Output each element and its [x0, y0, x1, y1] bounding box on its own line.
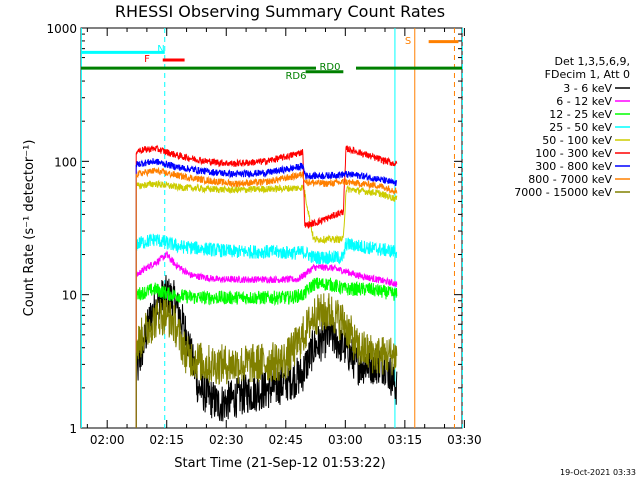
- x-tick-label: 03:30: [447, 433, 482, 447]
- y-tick-label: 10: [62, 289, 77, 303]
- x-tick-label: 02:15: [149, 433, 184, 447]
- series-line-2: [135, 277, 398, 428]
- x-tick-label: 03:00: [328, 433, 363, 447]
- legend-label-7: 800 - 7000 keV: [528, 173, 612, 186]
- flag-label-n: N: [157, 44, 164, 55]
- y-axis-label: Count Rate (s⁻¹ detector⁻¹): [22, 140, 37, 317]
- flag-label-f: F: [144, 54, 150, 65]
- flag-label-rd6: RD6: [285, 71, 306, 82]
- x-tick-label: 03:15: [388, 433, 423, 447]
- x-axis-label: Start Time (21-Sep-12 01:53:22): [174, 456, 385, 471]
- legend-label-0: 3 - 6 keV: [563, 82, 612, 95]
- x-tick-label: 02:00: [90, 433, 125, 447]
- x-tick-label: 02:30: [209, 433, 244, 447]
- rd0-label-gap: [316, 60, 356, 70]
- legend-label-6: 300 - 800 keV: [535, 160, 612, 173]
- series-line-4: [135, 179, 398, 428]
- legend-title-line-2: FDecim 1, Att 0: [545, 68, 630, 81]
- legend-label-2: 12 - 25 keV: [549, 108, 612, 121]
- legend-title-line-1: Det 1,3,5,6,9,: [554, 55, 630, 68]
- y-tick-label: 1: [69, 422, 77, 436]
- y-tick-label: 100: [54, 155, 77, 169]
- flag-label-rd0: RD0: [319, 62, 340, 73]
- series-line-8: [135, 293, 398, 428]
- series-line-3: [135, 233, 398, 428]
- plot-area: 1 10 100 1000 02:00 02:15 02:30 02:45 03:00 03:15…: [46, 22, 630, 447]
- legend-label-8: 7000 - 15000 keV: [514, 186, 612, 199]
- legend-label-3: 25 - 50 keV: [549, 121, 612, 134]
- series-line-6: [135, 158, 398, 428]
- legend-label-4: 50 - 100 keV: [542, 134, 612, 147]
- series-line-5: [135, 144, 398, 428]
- chart-title: RHESSI Observing Summary Count Rates: [115, 2, 445, 21]
- series-line-7: [135, 166, 398, 428]
- x-tick-label: 02:45: [268, 433, 303, 447]
- legend-label-1: 6 - 12 keV: [556, 95, 612, 108]
- flag-label-s: S: [405, 36, 411, 47]
- series-line-0: [135, 275, 398, 428]
- legend-label-5: 100 - 300 keV: [535, 147, 612, 160]
- y-tick-label: 1000: [46, 22, 77, 36]
- footer-timestamp: 19-Oct-2021 03:33: [560, 468, 636, 477]
- series-line-1: [135, 250, 398, 428]
